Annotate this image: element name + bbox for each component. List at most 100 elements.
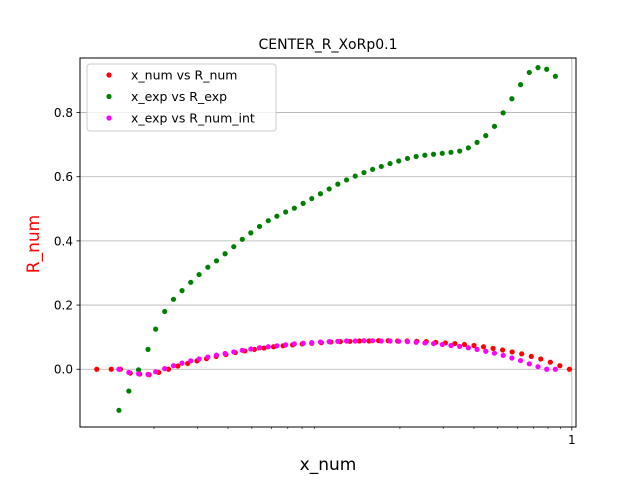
plot-frame [79, 57, 577, 428]
data-point [343, 177, 350, 183]
data-point [239, 236, 245, 242]
y-axis-label: R_num [24, 215, 44, 273]
data-point [352, 173, 358, 179]
data-point [483, 348, 489, 354]
data-point [528, 353, 534, 360]
data-point [231, 349, 237, 355]
chart-title: CENTER_R_XoRp0.1 [259, 37, 398, 53]
data-point [196, 356, 202, 362]
data-point [509, 96, 515, 102]
data-point [552, 73, 558, 79]
data-point [544, 66, 550, 72]
data-point [317, 339, 324, 345]
data-point [175, 363, 181, 369]
data-point [448, 342, 454, 349]
legend-entry: x_exp vs R_num_int [131, 111, 255, 126]
data-point [170, 363, 177, 369]
data-point [500, 347, 506, 353]
data-point [404, 155, 411, 162]
data-point [274, 213, 280, 219]
data-point [452, 340, 458, 347]
legend-marker [106, 72, 112, 78]
data-point [213, 258, 220, 264]
data-point [205, 354, 211, 360]
data-point [145, 346, 151, 352]
data-point [265, 344, 271, 350]
data-point [480, 344, 487, 350]
data-point [500, 352, 506, 359]
data-point [387, 338, 393, 344]
points-layer [94, 65, 573, 413]
data-point [361, 338, 367, 344]
data-point [326, 186, 332, 192]
data-point [256, 345, 263, 351]
data-point [188, 279, 194, 285]
legend-entry: x_num vs R_num [131, 68, 237, 83]
data-point [413, 153, 419, 160]
series-3-points [116, 338, 558, 377]
data-point [422, 152, 428, 158]
data-point [396, 338, 402, 344]
y-tick-label: 0.6 [54, 170, 73, 184]
ticks-layer: 0.0 0.2 0.4 0.6 0.8 1 [54, 106, 576, 447]
data-point [474, 139, 480, 145]
data-point [153, 326, 159, 332]
data-point [274, 343, 280, 349]
data-point [491, 123, 498, 129]
data-point [474, 346, 480, 352]
legend-frame [86, 63, 277, 132]
data-point [404, 339, 411, 345]
data-point [517, 82, 524, 88]
data-point [378, 163, 384, 170]
data-point [300, 340, 306, 346]
data-point [213, 352, 220, 358]
data-point [248, 230, 254, 236]
data-point [352, 338, 358, 344]
legend-marker [106, 93, 112, 100]
data-point [162, 366, 168, 372]
data-point [378, 338, 384, 344]
data-point [361, 169, 367, 176]
data-point [170, 296, 177, 302]
data-point [300, 200, 306, 206]
data-point [283, 342, 289, 348]
data-point [517, 357, 524, 364]
data-point [343, 338, 350, 344]
data-point [422, 340, 428, 346]
data-point [179, 360, 185, 366]
data-point [430, 340, 437, 347]
data-point [126, 369, 132, 376]
data-point [317, 191, 324, 197]
data-point [309, 195, 315, 202]
data-point [135, 367, 142, 373]
data-point [552, 366, 558, 372]
data-point [265, 218, 271, 224]
data-point [283, 209, 289, 215]
data-point [500, 110, 506, 116]
data-point [222, 251, 228, 257]
legend-entry: x_exp vs R_exp [131, 89, 227, 104]
data-point [335, 338, 341, 344]
legend-marker [106, 115, 112, 121]
data-point [535, 65, 541, 71]
data-point [413, 339, 419, 345]
data-point [483, 133, 489, 139]
data-point [465, 345, 471, 351]
y-tick-label: 0.4 [54, 234, 73, 248]
data-point [547, 359, 553, 365]
data-point [145, 371, 151, 377]
data-point [196, 271, 202, 278]
x-axis-label: x_num [300, 455, 357, 475]
data-point [457, 148, 463, 154]
data-point [461, 341, 468, 348]
data-point [309, 340, 315, 346]
data-point [231, 244, 237, 250]
data-point [261, 345, 267, 351]
data-point [509, 349, 515, 355]
data-point [370, 166, 376, 172]
data-point [239, 347, 245, 353]
data-point [116, 407, 122, 413]
data-point [457, 343, 463, 350]
data-point [448, 149, 454, 155]
